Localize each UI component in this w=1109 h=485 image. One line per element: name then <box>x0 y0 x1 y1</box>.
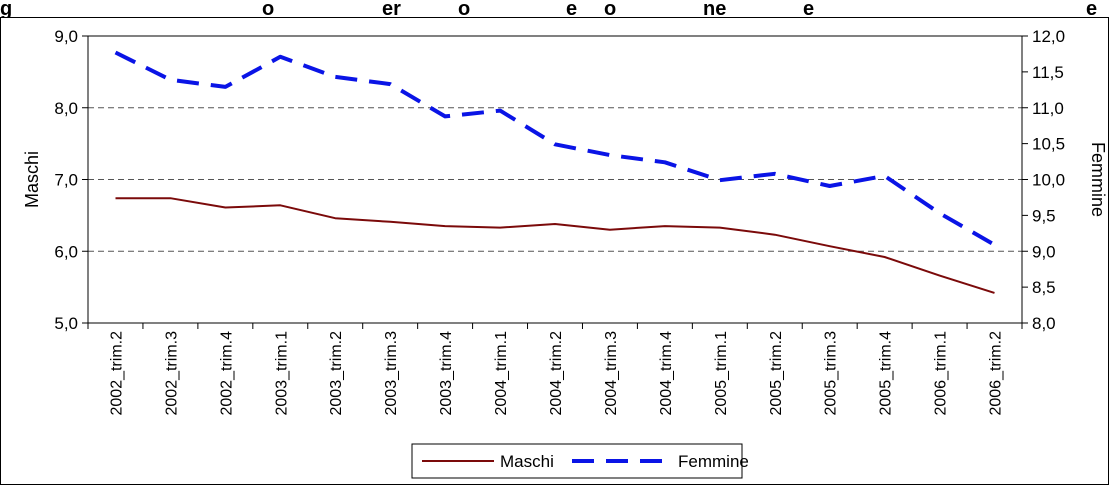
x-tick-label: 2003_trim.4 <box>438 331 455 416</box>
x-tick-label: 2004_trim.4 <box>658 331 675 416</box>
y2-tick-label: 9,0 <box>1032 242 1056 261</box>
series <box>114 50 996 294</box>
x-tick-label: 2006_trim.2 <box>988 331 1005 416</box>
axes: 5,0 6,0 7,0 8,0 9,0 8,0 8,5 9,0 9,5 10,0 10,5 11,0 1… <box>22 27 1108 416</box>
series-line-maschi <box>115 197 995 294</box>
y2-tick-label: 12,0 <box>1032 27 1065 46</box>
y-tick-label: 8,0 <box>54 99 78 118</box>
x-tick-label: 2003_trim.3 <box>383 331 400 416</box>
y2-tick-label: 10,0 <box>1032 171 1065 190</box>
x-tick-label: 2005_trim.4 <box>878 331 895 416</box>
gridlines <box>88 107 1022 252</box>
legend-label: Femmine <box>678 452 749 471</box>
title-fragment: o <box>262 0 275 18</box>
legend: Maschi Femmine <box>411 443 749 479</box>
x-tick-label: 2003_trim.2 <box>328 331 345 416</box>
title-fragment: e <box>803 0 815 18</box>
chart-title: g <box>0 0 13 18</box>
y2-tick-label: 11,0 <box>1032 99 1064 118</box>
x-tick-label: 2002_trim.2 <box>108 331 125 416</box>
title-fragment: er <box>382 0 401 18</box>
x-tick-label: 2005_trim.1 <box>713 331 730 416</box>
legend-label: Maschi <box>500 452 554 471</box>
chart-title-truncated-fragments: o er o e o ne e e <box>0 0 1109 18</box>
y2-tick-label: 9,5 <box>1032 206 1056 225</box>
y-tick-label: 7,0 <box>54 171 78 190</box>
y2-tick-label: 10,5 <box>1032 135 1065 154</box>
x-tick-label: 2006_trim.1 <box>933 331 950 416</box>
y2-axis-title: Femmine <box>1088 142 1108 217</box>
x-tick-label: 2004_trim.2 <box>548 331 565 416</box>
title-fragment: e <box>1086 0 1098 18</box>
title-fragment: e <box>566 0 583 18</box>
x-tick-label: 2002_trim.3 <box>163 331 180 416</box>
title-fragment: o <box>604 0 617 18</box>
y-tick-label: 6,0 <box>54 242 78 261</box>
x-tick-label: 2005_trim.2 <box>768 331 785 416</box>
y2-tick-label: 11,5 <box>1032 63 1064 82</box>
y-tick-label: 9,0 <box>54 27 78 46</box>
y2-tick-label: 8,5 <box>1032 278 1056 297</box>
x-tick-label: 2005_trim.3 <box>823 331 840 416</box>
y-tick-label: 5,0 <box>54 314 78 333</box>
title-fragment: ne <box>703 0 732 18</box>
x-tick-label: 2004_trim.3 <box>603 331 620 416</box>
x-tick-label: 2004_trim.1 <box>493 331 510 416</box>
series-line-femmine <box>114 50 996 247</box>
title-fragment: o <box>458 0 471 18</box>
y-axis-title: Maschi <box>22 151 42 208</box>
x-tick-label: 2002_trim.4 <box>218 331 235 416</box>
y2-tick-label: 8,0 <box>1032 314 1056 333</box>
x-tick-label: 2003_trim.1 <box>273 331 290 416</box>
